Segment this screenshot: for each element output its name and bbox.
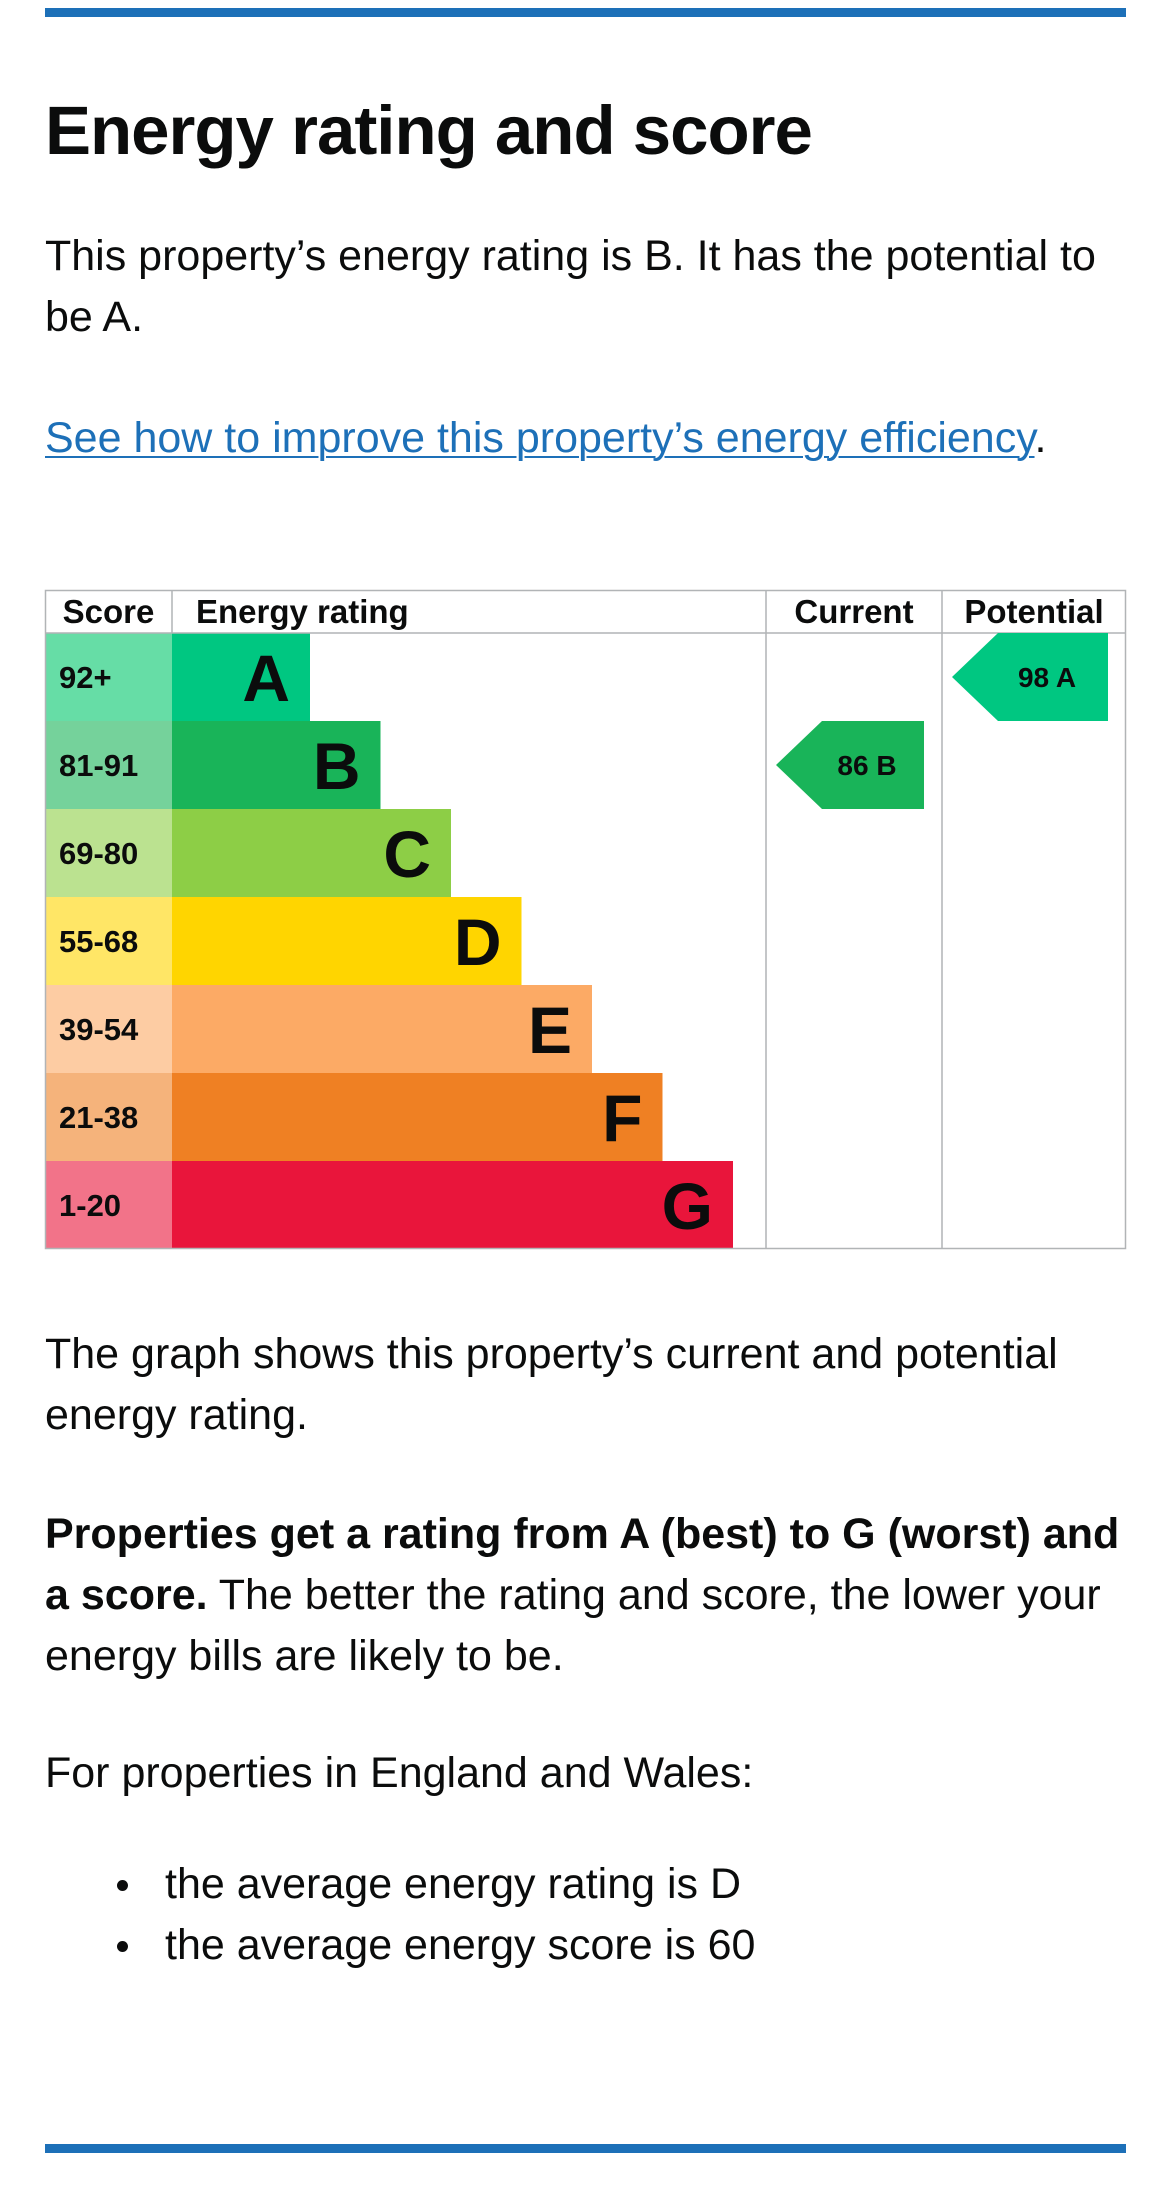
rating-bar-a bbox=[172, 633, 310, 721]
score-range-label: 92+ bbox=[59, 660, 112, 695]
score-range-label: 55-68 bbox=[59, 924, 138, 959]
score-range-label: 81-91 bbox=[59, 748, 138, 783]
score-cell-c bbox=[45, 809, 172, 897]
score-range-label: 21-38 bbox=[59, 1100, 138, 1135]
score-range-label: 1-20 bbox=[59, 1188, 121, 1223]
rating-bar-e bbox=[172, 985, 592, 1073]
rating-bar-f bbox=[172, 1073, 663, 1161]
score-range-label: 39-54 bbox=[59, 1012, 139, 1047]
rating-letter: G bbox=[662, 1169, 713, 1243]
graph-border bbox=[44, 589, 1127, 1250]
energy-rating-graph: 92+ A 81-91 B 69-80 C 55-68 D 39-54 E 21-38 F 1-20 G S… bbox=[44, 589, 1127, 1250]
rating-letter: C bbox=[383, 817, 431, 891]
potential-rating-label: 98 A bbox=[1018, 662, 1076, 693]
score-range-label: 69-80 bbox=[59, 836, 138, 871]
rating-letter: E bbox=[528, 993, 572, 1067]
averages-list: the average energy rating is D the avera… bbox=[45, 1854, 755, 1976]
score-cell-g bbox=[45, 1161, 172, 1249]
header-energy-rating: Energy rating bbox=[196, 593, 409, 630]
rating-letter: D bbox=[454, 905, 502, 979]
rating-letter: F bbox=[602, 1081, 642, 1155]
list-item: the average energy rating is D bbox=[116, 1854, 755, 1915]
potential-arrow bbox=[952, 633, 1108, 721]
page-title: Energy rating and score bbox=[45, 92, 813, 169]
rating-letter: A bbox=[242, 641, 290, 715]
score-cell-e bbox=[45, 985, 172, 1073]
rating-letter: B bbox=[313, 729, 361, 803]
score-cell-b bbox=[45, 721, 172, 809]
rating-bar-d bbox=[172, 897, 522, 985]
rating-info: Properties get a rating from A (best) to… bbox=[45, 1504, 1126, 1687]
list-item: the average energy score is 60 bbox=[116, 1915, 755, 1976]
link-suffix: . bbox=[1034, 414, 1047, 462]
header-score: Score bbox=[63, 593, 155, 630]
current-rating-label: 86 B bbox=[837, 750, 896, 781]
current-arrow bbox=[776, 721, 924, 809]
header-current: Current bbox=[794, 593, 913, 630]
score-cell-f bbox=[45, 1073, 172, 1161]
improve-efficiency-link[interactable]: See how to improve this property’s energ… bbox=[45, 414, 1035, 462]
score-cell-d bbox=[45, 897, 172, 985]
bottom-rule bbox=[45, 2144, 1126, 2153]
top-rule bbox=[45, 8, 1126, 17]
rating-info-rest: The better the rating and score, the low… bbox=[45, 1571, 1101, 1680]
rating-info-bold: Properties get a rating from A (best) to… bbox=[45, 1510, 1120, 1619]
header-potential: Potential bbox=[964, 593, 1103, 630]
rating-bar-c bbox=[172, 809, 451, 897]
intro-text: This property’s energy rating is B. It h… bbox=[45, 232, 1096, 341]
rating-bar-g bbox=[172, 1161, 733, 1249]
improve-paragraph: See how to improve this property’s energ… bbox=[45, 408, 1126, 469]
rating-bar-b bbox=[172, 721, 381, 809]
graph-caption: The graph shows this property’s current … bbox=[45, 1330, 1058, 1439]
score-cell-a bbox=[45, 633, 172, 721]
region-intro: For properties in England and Wales: bbox=[45, 1749, 754, 1797]
